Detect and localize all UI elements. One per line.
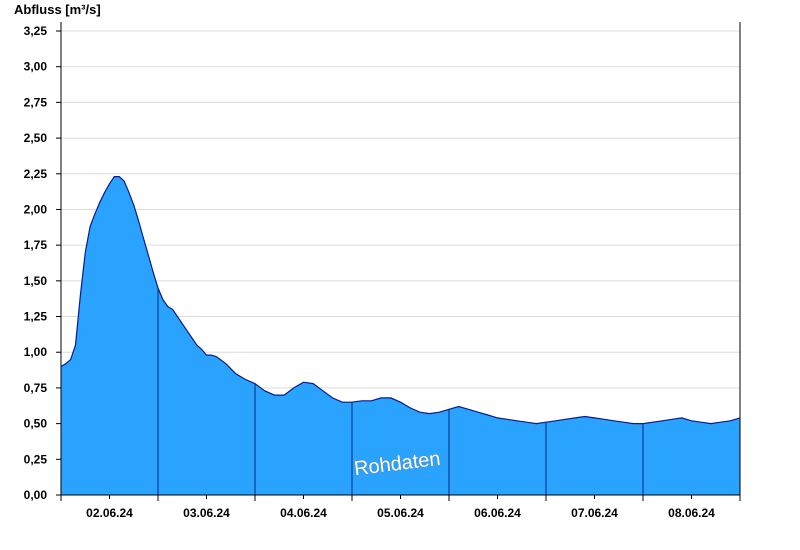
x-tick-label: 02.06.24 — [86, 506, 133, 520]
y-tick-label: 2,75 — [24, 95, 48, 109]
x-tick-label: 06.06.24 — [474, 506, 521, 520]
y-axis-ticks: 0,00 0,25 0,50 0,75 1,00 1,25 1,50 1,75 2,00 2,25… — [24, 24, 61, 502]
y-tick-label: 2,50 — [24, 131, 48, 145]
x-tick-label: 04.06.24 — [280, 506, 327, 520]
y-axis-title: Abfluss [m³/s] — [14, 2, 101, 17]
y-tick-label: 2,25 — [24, 167, 48, 181]
day-separator-lines — [157, 287, 644, 495]
y-tick-label: 1,50 — [24, 274, 48, 288]
y-tick-label: 1,00 — [24, 345, 48, 359]
y-tick-label: 1,25 — [24, 310, 48, 324]
y-tick-label: 0,75 — [24, 381, 48, 395]
y-tick-label: 2,00 — [24, 202, 48, 216]
x-axis-ticks: 02.06.24 03.06.24 04.06.24 05.06.24 06.06.24… — [60, 495, 741, 520]
x-tick-label: 03.06.24 — [183, 506, 230, 520]
y-tick-label: 0,25 — [24, 452, 48, 466]
discharge-series — [60, 176, 741, 495]
x-tick-label: 05.06.24 — [377, 506, 424, 520]
x-tick-label: 08.06.24 — [668, 506, 715, 520]
y-tick-label: 0,00 — [24, 488, 48, 502]
y-tick-label: 3,25 — [24, 24, 48, 38]
discharge-line — [60, 176, 741, 425]
y-tick-label: 0,50 — [24, 417, 48, 431]
discharge-area — [61, 176, 740, 495]
y-tick-label: 1,75 — [24, 238, 48, 252]
x-tick-label: 07.06.24 — [571, 506, 618, 520]
y-tick-label: 3,00 — [24, 60, 48, 74]
